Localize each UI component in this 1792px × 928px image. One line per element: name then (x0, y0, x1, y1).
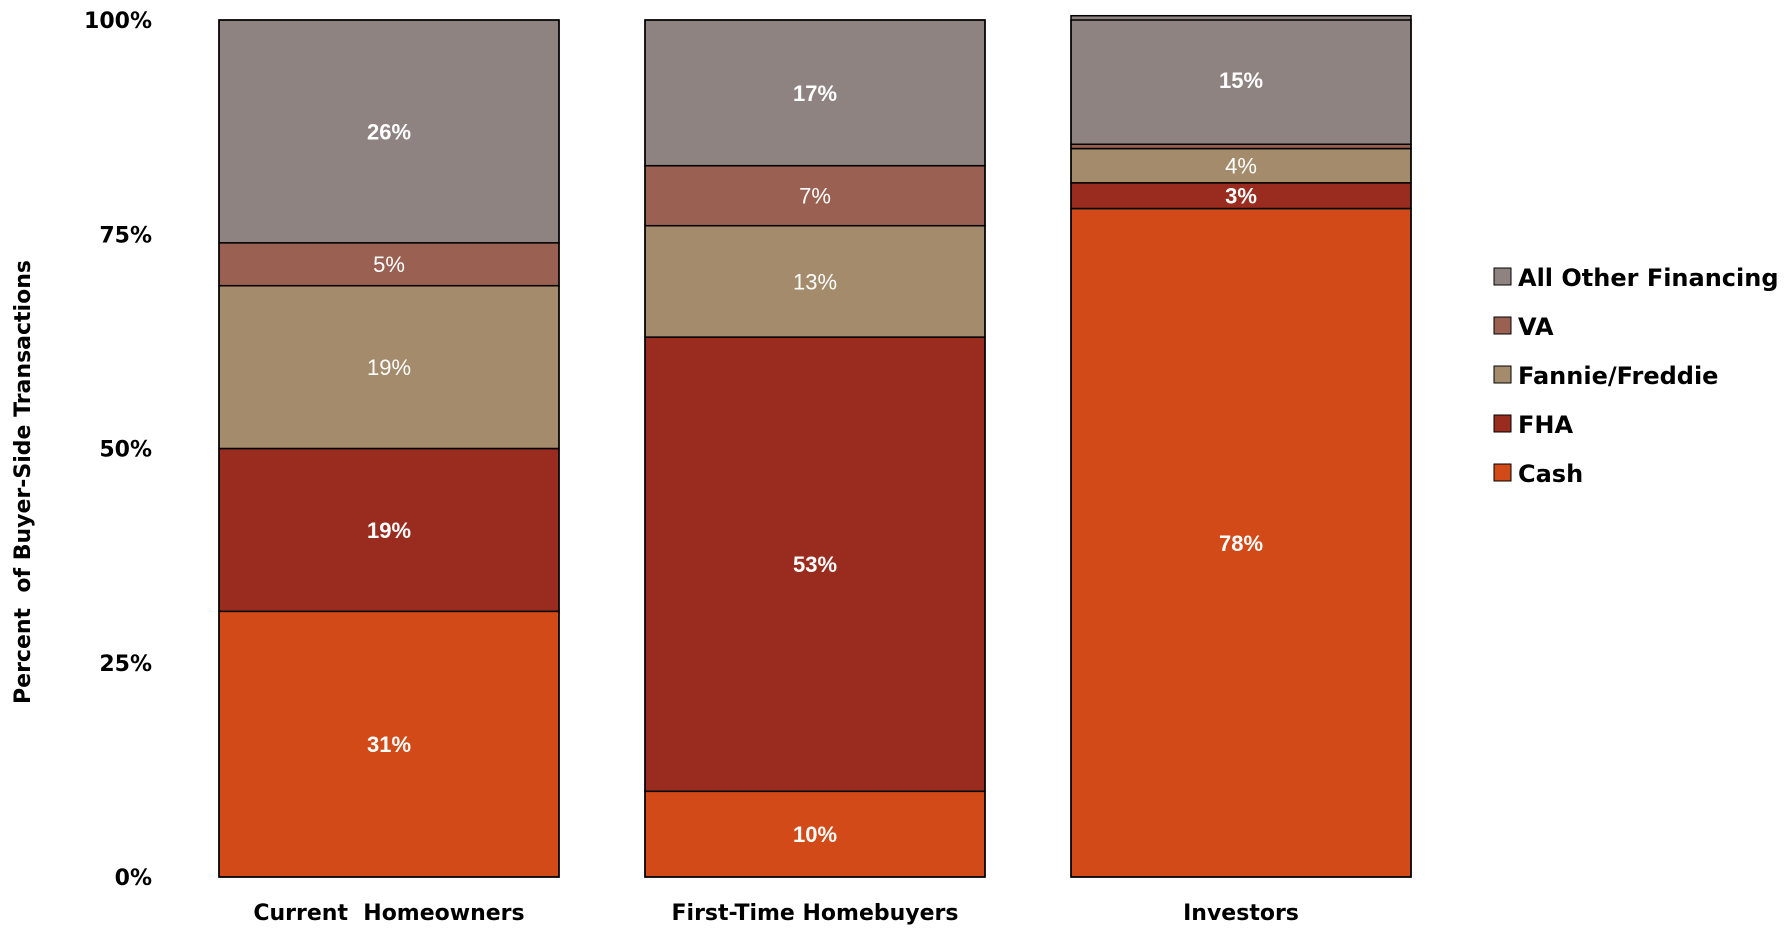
data-label: 4% (1225, 154, 1257, 179)
data-label: 3% (1225, 184, 1257, 209)
bar-outline (1070, 19, 1412, 878)
data-label: 78% (1219, 531, 1263, 556)
data-label: 31% (367, 732, 411, 757)
bar-segment (218, 610, 560, 878)
data-label: 10% (793, 822, 837, 847)
data-label: 17% (793, 81, 837, 106)
bar-segment (644, 224, 986, 338)
legend-label: Cash (1518, 460, 1583, 488)
bar-segment (218, 447, 560, 613)
legend-swatch (1493, 316, 1512, 335)
category-label: First-Time Homebuyers (672, 901, 959, 926)
legend-swatch (1493, 414, 1512, 433)
category-label: Current Homeowners (253, 901, 524, 926)
y-tick-label: 100% (84, 9, 152, 34)
data-label: 26% (367, 119, 411, 144)
data-label: 5% (373, 252, 405, 277)
bar-segment (1070, 182, 1412, 210)
bar-outline (218, 19, 560, 878)
legend-swatch (1493, 267, 1512, 286)
y-tick-label: 50% (99, 438, 152, 463)
y-tick-label: 25% (99, 652, 152, 677)
bar-segment (1070, 207, 1412, 878)
data-label: 19% (367, 355, 411, 380)
category-label: Investors (1183, 901, 1299, 926)
bar-segment (218, 19, 560, 244)
legend-swatch (1493, 463, 1512, 482)
y-tick-label: 0% (115, 866, 152, 891)
bar-segment (644, 790, 986, 878)
bar-outline (644, 19, 986, 878)
data-label: 15% (1219, 68, 1263, 93)
bar-segment (1070, 14, 1412, 146)
legend: All Other Financing VA Fannie/Freddie FHA Ca… (1493, 264, 1779, 488)
legend-label: VA (1518, 313, 1554, 341)
data-label: 13% (793, 269, 837, 294)
data-label: 7% (799, 184, 831, 209)
legend-label: Fannie/Freddie (1518, 362, 1718, 390)
legend-label: FHA (1518, 411, 1573, 439)
legend-label: All Other Financing (1518, 264, 1779, 292)
bars-group: 31% 19% 19% 5% 26% 10% 53% 13% 7% 17% 78% 3% 4% 15% (218, 14, 1412, 878)
legend-swatch (1493, 365, 1512, 384)
bar-segment (644, 336, 986, 793)
y-axis-ticks: 0% 25% 50% 75% 100% (84, 9, 152, 891)
y-axis-label: Percent of Buyer-Side Transactions (11, 260, 36, 704)
category-labels: Current Homeowners First-Time Homebuyers I… (253, 901, 1299, 926)
bar-segment (644, 164, 986, 227)
bar-segment (644, 19, 986, 167)
y-tick-label: 75% (99, 223, 152, 248)
data-label: 53% (793, 552, 837, 577)
data-label: 19% (367, 518, 411, 543)
